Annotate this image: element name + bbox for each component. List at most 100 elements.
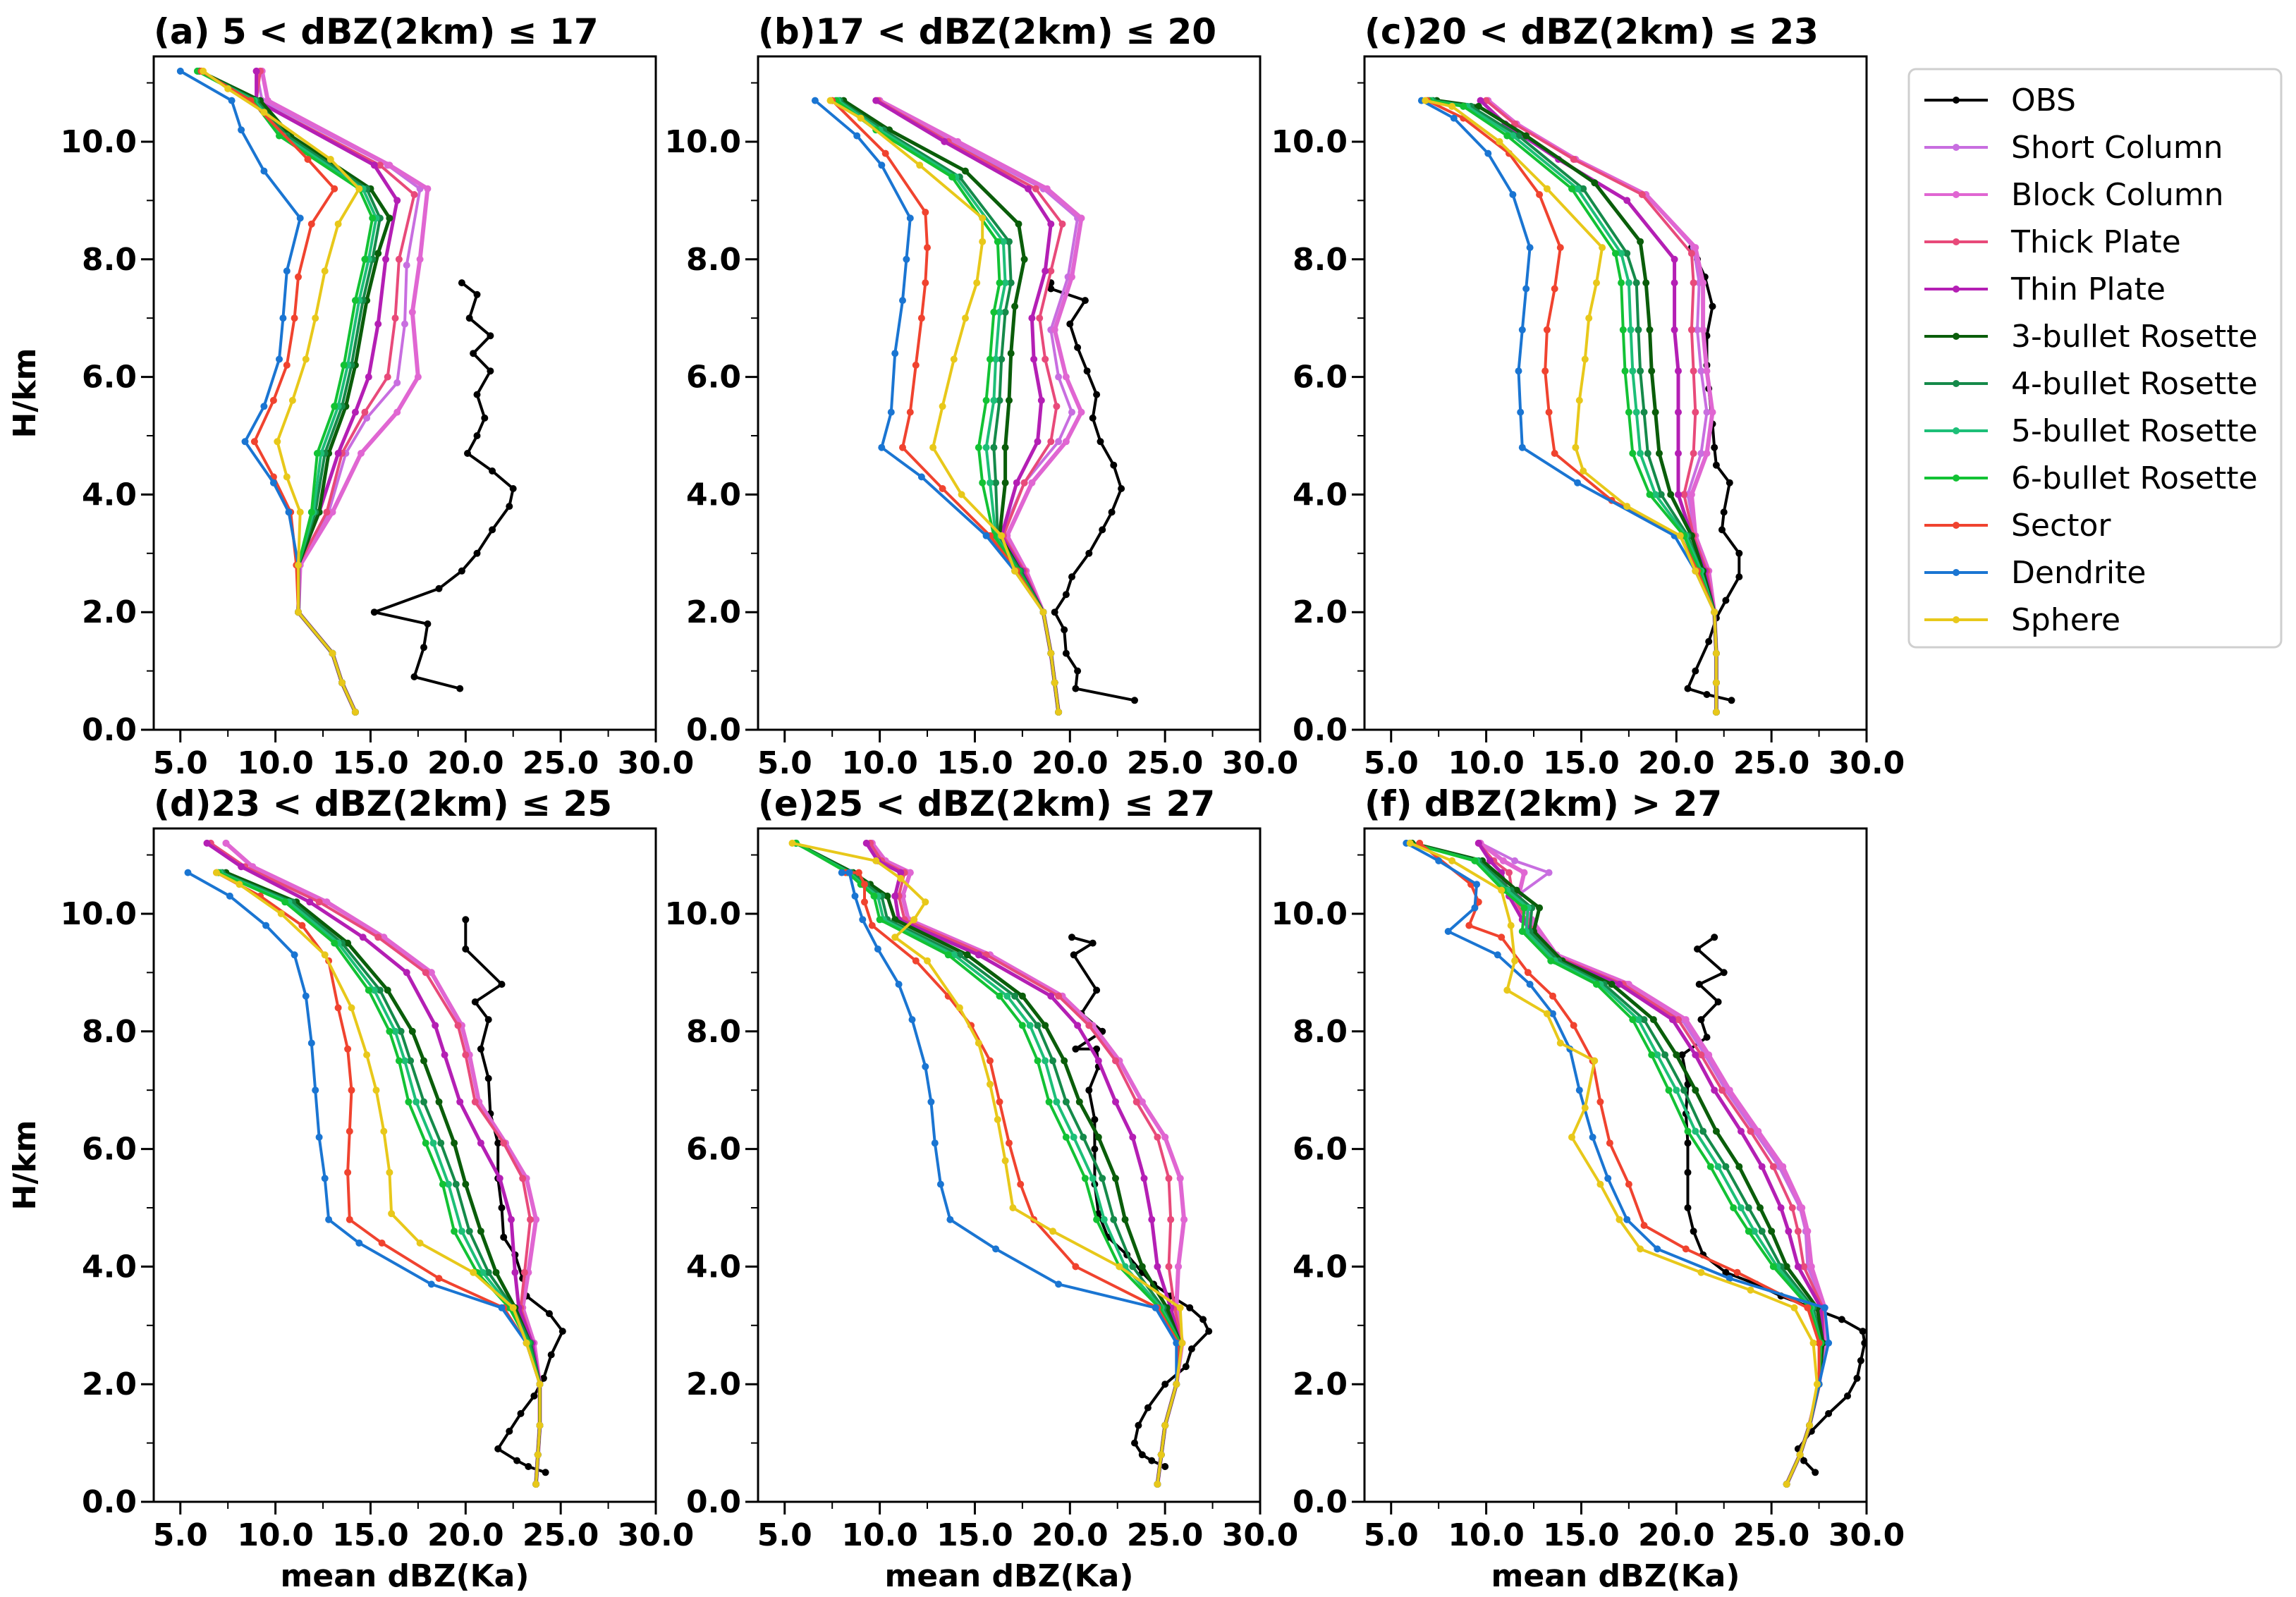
data-point bbox=[1697, 450, 1705, 457]
data-point bbox=[1809, 1339, 1817, 1347]
data-point bbox=[462, 916, 470, 924]
data-point bbox=[990, 396, 998, 404]
data-point bbox=[1526, 244, 1534, 252]
series-line-dendrite bbox=[814, 99, 1061, 713]
data-point bbox=[315, 898, 323, 906]
data-point bbox=[365, 986, 372, 994]
legend-label: Dendrite bbox=[2011, 555, 2146, 591]
data-point bbox=[1549, 1010, 1556, 1017]
data-point bbox=[465, 1228, 473, 1235]
data-point bbox=[1574, 479, 1582, 487]
data-point bbox=[363, 414, 371, 422]
data-point bbox=[306, 898, 314, 906]
data-point bbox=[1062, 373, 1070, 381]
data-point bbox=[462, 946, 470, 953]
legend-swatch-marker bbox=[1953, 616, 1960, 623]
series-line-6-bullet-rosette bbox=[835, 99, 1061, 713]
data-point bbox=[1116, 1263, 1123, 1271]
panel-title: (f) dBZ(2km) > 27 bbox=[1364, 783, 1722, 824]
data-point bbox=[1471, 857, 1479, 864]
data-point bbox=[1001, 443, 1009, 451]
series-dendrite bbox=[1403, 839, 1833, 1488]
data-point bbox=[382, 255, 389, 263]
data-point bbox=[857, 114, 865, 122]
data-point bbox=[277, 910, 285, 917]
data-point bbox=[1118, 485, 1125, 492]
data-point bbox=[1616, 981, 1623, 988]
data-point bbox=[346, 1216, 353, 1223]
data-point bbox=[1074, 343, 1082, 351]
data-point bbox=[452, 1180, 460, 1188]
data-point bbox=[1769, 1263, 1777, 1271]
data-point bbox=[1646, 326, 1654, 334]
data-point bbox=[955, 1004, 963, 1012]
data-point bbox=[355, 185, 363, 192]
data-point bbox=[1777, 1204, 1785, 1211]
data-point bbox=[1745, 1204, 1752, 1211]
plot-area bbox=[1403, 839, 1867, 1488]
series-line-sphere bbox=[1409, 842, 1819, 1485]
data-point bbox=[509, 485, 517, 492]
x-tick-label: 5.0 bbox=[1364, 745, 1419, 781]
data-point bbox=[1089, 939, 1097, 947]
data-point bbox=[1692, 1087, 1699, 1094]
data-point bbox=[296, 214, 304, 222]
data-point bbox=[323, 508, 331, 516]
data-point bbox=[1657, 491, 1665, 498]
data-point bbox=[1074, 667, 1082, 675]
data-point bbox=[260, 403, 268, 410]
data-point bbox=[1690, 367, 1697, 375]
data-point bbox=[1712, 649, 1720, 657]
legend-label: Block Column bbox=[2011, 177, 2224, 213]
data-point bbox=[525, 1463, 532, 1470]
data-point bbox=[1013, 479, 1020, 487]
x-axis-label: mean dBZ(Ka) bbox=[885, 1558, 1134, 1594]
data-point bbox=[471, 1098, 479, 1106]
data-point bbox=[1173, 1339, 1180, 1347]
data-point bbox=[1112, 1057, 1119, 1065]
data-point bbox=[374, 250, 382, 257]
y-tick-label: 6.0 bbox=[1293, 360, 1348, 396]
data-point bbox=[1138, 1451, 1146, 1459]
data-point bbox=[346, 1127, 353, 1135]
data-point bbox=[321, 1175, 329, 1182]
data-point bbox=[484, 1268, 492, 1276]
data-point bbox=[1182, 1363, 1190, 1371]
data-point bbox=[1072, 1045, 1080, 1053]
x-tick-label: 25.0 bbox=[1127, 1517, 1204, 1553]
data-point bbox=[376, 986, 384, 994]
data-point bbox=[1173, 1381, 1180, 1388]
data-point bbox=[897, 874, 905, 882]
data-point bbox=[1706, 1163, 1714, 1170]
data-point bbox=[326, 156, 334, 163]
series-line-4-bullet-rosette bbox=[221, 871, 542, 1485]
data-point bbox=[331, 939, 338, 947]
data-point bbox=[1524, 969, 1532, 977]
data-point bbox=[408, 1027, 416, 1035]
data-point bbox=[262, 922, 270, 929]
data-point bbox=[1712, 709, 1720, 716]
legend-entry-3-bullet-rosette: 3-bullet Rosette bbox=[1924, 319, 2258, 355]
data-point bbox=[1556, 1039, 1564, 1047]
data-point bbox=[1536, 191, 1544, 198]
data-point bbox=[386, 161, 393, 169]
data-point bbox=[1131, 1439, 1138, 1447]
series-sphere bbox=[213, 869, 544, 1488]
data-point bbox=[1735, 1163, 1743, 1170]
data-point bbox=[1720, 969, 1728, 977]
x-tick-label: 10.0 bbox=[841, 1517, 918, 1553]
data-point bbox=[1066, 320, 1074, 328]
series-line-5-bullet-rosette bbox=[837, 99, 1061, 713]
data-point bbox=[1807, 1263, 1815, 1271]
data-point bbox=[1061, 1057, 1068, 1065]
series-sphere bbox=[826, 97, 1063, 716]
data-point bbox=[1825, 1409, 1833, 1417]
data-point bbox=[1697, 1051, 1705, 1059]
data-point bbox=[1077, 214, 1085, 222]
data-point bbox=[1091, 1115, 1099, 1123]
data-point bbox=[401, 1057, 408, 1065]
legend-swatch-marker bbox=[1953, 144, 1960, 151]
data-point bbox=[1640, 1222, 1648, 1229]
x-tick-label: 5.0 bbox=[153, 745, 208, 781]
data-point bbox=[1025, 185, 1032, 192]
